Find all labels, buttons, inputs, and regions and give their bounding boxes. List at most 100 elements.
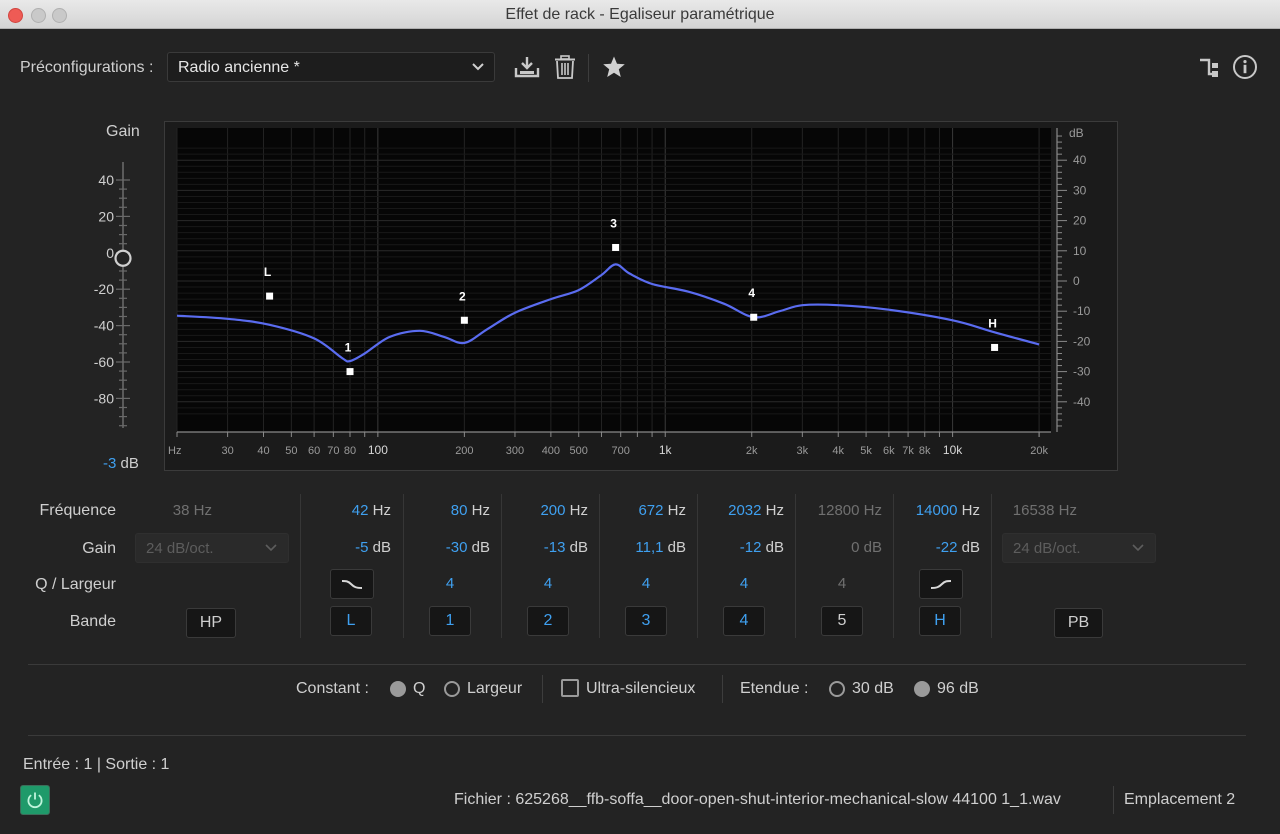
eq-band-handle[interactable] xyxy=(460,316,468,324)
band-1-q[interactable]: 4 xyxy=(445,575,455,592)
band-3-q[interactable]: 4 xyxy=(641,575,651,592)
range-label: Etendue : xyxy=(740,680,809,697)
gain-slider-tick-label: -40 xyxy=(94,318,114,334)
presets-dropdown[interactable]: Radio ancienne * xyxy=(167,52,495,82)
eq-band-handle[interactable] xyxy=(346,368,354,376)
gain-slider[interactable]: 40 20 0 -20 -40 -60 -80 xyxy=(88,150,158,450)
eq-band-handle[interactable] xyxy=(612,243,620,251)
band-frequency-unit: Hz xyxy=(961,502,980,519)
band-toggle-2[interactable]: 2 xyxy=(527,606,569,636)
range-96db-radio[interactable] xyxy=(914,681,930,697)
eq-db-tick-label: 10 xyxy=(1073,244,1087,258)
eq-x-tick-label: 6k xyxy=(883,445,895,457)
eq-x-tick-label: 50 xyxy=(285,445,297,457)
band-3-gain[interactable]: 11,1 dB xyxy=(586,539,686,556)
band-frequency-unit: Hz xyxy=(667,502,686,519)
eq-x-tick-label: 2k xyxy=(746,445,758,457)
band-frequency-value: 42 xyxy=(351,502,369,519)
band-L-frequency[interactable]: 42 Hz xyxy=(291,502,391,519)
band-H-gain[interactable]: -22 dB xyxy=(880,539,980,556)
band-2-q[interactable]: 4 xyxy=(543,575,553,592)
download-icon[interactable] xyxy=(514,54,540,80)
presets-label: Préconfigurations : xyxy=(20,59,154,76)
range-30db-radio[interactable] xyxy=(829,681,845,697)
lp-slope-dropdown[interactable]: 24 dB/oct. xyxy=(1002,533,1156,563)
band-4-gain[interactable]: -12 dB xyxy=(684,539,784,556)
constant-width-label: Largeur xyxy=(467,680,523,697)
band-gain-unit: dB xyxy=(569,539,588,556)
info-icon[interactable] xyxy=(1232,54,1258,80)
gain-slider-knob[interactable] xyxy=(114,249,132,267)
range-30db-label: 30 dB xyxy=(852,680,894,697)
band-H-frequency[interactable]: 14000 Hz xyxy=(880,502,980,519)
band-toggle-lp[interactable]: PB xyxy=(1054,608,1103,638)
band-toggle-L[interactable]: L xyxy=(330,606,372,636)
constant-q-radio[interactable] xyxy=(390,681,406,697)
band-toggle-hp[interactable]: HP xyxy=(186,608,236,638)
window-maximize-button[interactable] xyxy=(52,8,67,23)
constant-q-label: Q xyxy=(413,680,426,697)
ultra-quiet-checkbox[interactable] xyxy=(561,679,579,697)
band-gain-value: -5 xyxy=(355,539,369,556)
band-3-frequency[interactable]: 672 Hz xyxy=(586,502,686,519)
hp-frequency-unit: Hz xyxy=(193,502,212,519)
eq-band-handle-label: 4 xyxy=(748,286,755,300)
band-L-gain[interactable]: -5 dB xyxy=(291,539,391,556)
band-5-gain[interactable]: 0 dB xyxy=(782,539,882,556)
band-5-q[interactable]: 4 xyxy=(837,575,847,592)
eq-band-handle[interactable] xyxy=(991,343,999,351)
band-4-q[interactable]: 4 xyxy=(739,575,749,592)
band-gain-unit: dB xyxy=(667,539,686,556)
band-toggle-1[interactable]: 1 xyxy=(429,606,471,636)
row-label-q: Q / Largeur xyxy=(35,576,116,593)
band-column-separator xyxy=(697,494,698,638)
band-5-frequency[interactable]: 12800 Hz xyxy=(782,502,882,519)
constant-width-radio[interactable] xyxy=(444,681,460,697)
band-4-frequency[interactable]: 2032 Hz xyxy=(684,502,784,519)
hp-frequency-value: 38 xyxy=(172,502,190,519)
gain-slider-tick-label: 20 xyxy=(98,208,114,224)
band-2-frequency[interactable]: 200 Hz xyxy=(488,502,588,519)
eq-band-handle-label: H xyxy=(988,316,997,330)
routing-icon[interactable] xyxy=(1196,54,1222,80)
band-1-gain[interactable]: -30 dB xyxy=(390,539,490,556)
eq-graph[interactable]: Hz 30 40 50 60 70 80 100 200 300 400 500 700 1k 2k 3k 4k… xyxy=(165,122,1117,470)
band-toggle-5[interactable]: 5 xyxy=(821,606,863,636)
band-gain-value: -22 xyxy=(935,539,958,556)
lp-frequency-unit: Hz xyxy=(1058,502,1077,519)
constant-label: Constant : xyxy=(296,680,369,697)
band-1-frequency[interactable]: 80 Hz xyxy=(390,502,490,519)
hp-slope-dropdown[interactable]: 24 dB/oct. xyxy=(135,533,289,563)
eq-x-tick-label: 700 xyxy=(612,445,630,457)
lp-frequency[interactable]: 16538 Hz xyxy=(1000,502,1077,519)
power-button[interactable] xyxy=(20,785,50,815)
band-toggle-3[interactable]: 3 xyxy=(625,606,667,636)
band-gain-unit: dB xyxy=(863,539,882,556)
star-icon[interactable] xyxy=(601,54,627,80)
band-toggle-4[interactable]: 4 xyxy=(723,606,765,636)
band-frequency-unit: Hz xyxy=(471,502,490,519)
window-minimize-button[interactable] xyxy=(31,8,46,23)
trash-icon[interactable] xyxy=(552,54,578,80)
band-column-separator xyxy=(795,494,796,638)
eq-db-tick-label: -40 xyxy=(1073,395,1091,409)
gain-slider-tick-label: -20 xyxy=(94,281,114,297)
gain-slider-tick-label: -80 xyxy=(94,390,114,406)
band-2-gain[interactable]: -13 dB xyxy=(488,539,588,556)
eq-x-tick-label: 500 xyxy=(570,445,588,457)
window-title: Effet de rack - Egaliseur paramétrique xyxy=(505,6,775,23)
row-label-frequency: Fréquence xyxy=(39,502,117,519)
band-L-shape-button[interactable] xyxy=(330,569,374,599)
options-divider xyxy=(542,675,543,703)
chevron-down-icon xyxy=(470,57,486,82)
eq-band-handle[interactable] xyxy=(750,313,758,321)
band-toggle-H[interactable]: H xyxy=(919,606,961,636)
eq-band-handle[interactable] xyxy=(266,292,274,300)
band-H-shape-button[interactable] xyxy=(919,569,963,599)
gain-readout[interactable]: -3 dB xyxy=(103,455,139,472)
window-close-button[interactable] xyxy=(8,8,23,23)
hp-frequency[interactable]: 38 Hz xyxy=(150,502,212,519)
eq-db-tick-label: -20 xyxy=(1073,334,1091,348)
band-frequency-value: 200 xyxy=(540,502,566,519)
eq-x-tick-label: 400 xyxy=(542,445,560,457)
